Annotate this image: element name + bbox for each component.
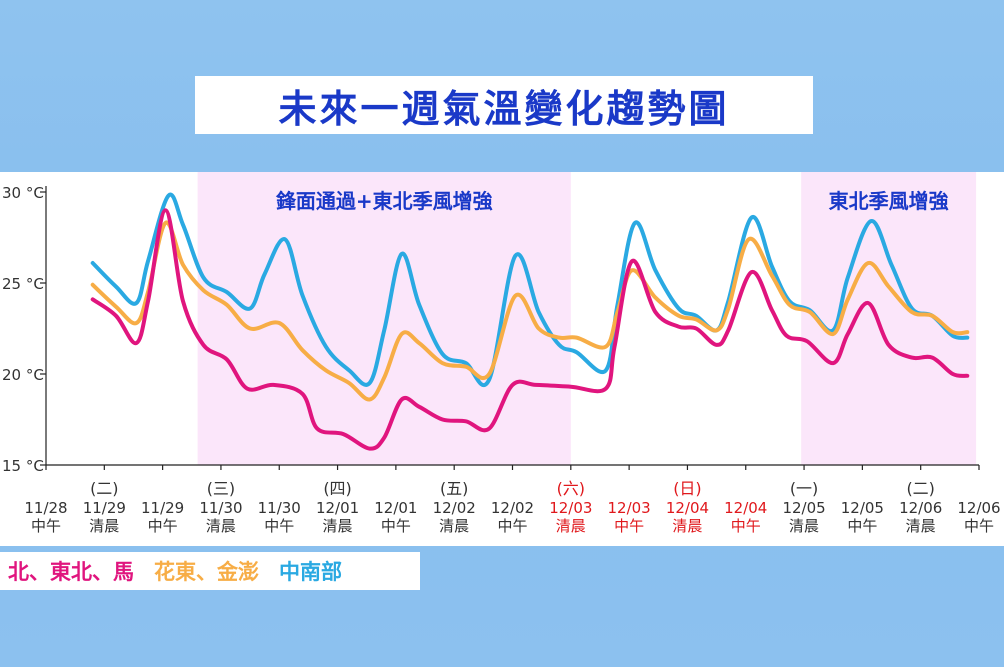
shaded-region	[801, 172, 977, 465]
x-tick-date: 11/29	[141, 499, 184, 517]
legend-item-north: 北、東北、馬	[8, 560, 134, 584]
x-tick-day: (六)	[557, 479, 586, 498]
temperature-chart: 鋒面通過+東北季風增強 東北季風增強 15 °C 20 °C 25 °C 30 °C 11/…	[2, 172, 1001, 535]
x-tick-date: 12/02	[491, 499, 534, 517]
shaded-region	[197, 172, 571, 465]
x-tick-date: 12/05	[782, 499, 825, 517]
x-tick-time: 清晨	[789, 517, 819, 535]
x-tick-time: 中午	[381, 517, 411, 535]
x-tick-time: 中午	[731, 517, 761, 535]
x-tick-time: 中午	[148, 517, 178, 535]
x-tick-day: (五)	[440, 479, 469, 498]
x-tick-time: 中午	[847, 517, 877, 535]
x-tick-time: 中午	[31, 517, 61, 535]
y-tick-label: 15 °C	[2, 457, 44, 475]
x-tick-time: 中午	[264, 517, 294, 535]
x-tick-date: 12/04	[666, 499, 709, 517]
y-tick-label: 25 °C	[2, 275, 44, 293]
x-tick-time: 中午	[614, 517, 644, 535]
chart-title: 未來一週氣溫變化趨勢圖	[278, 86, 730, 131]
chart-panel: 鋒面通過+東北季風增強 東北季風增強 15 °C 20 °C 25 °C 30 °C 11/…	[0, 172, 1004, 546]
x-tick-time: 清晨	[906, 517, 936, 535]
series-line	[90, 220, 970, 402]
legend-item-central-south: 中南部	[279, 560, 342, 584]
x-tick-date: 12/03	[608, 499, 651, 517]
x-tick-date: 12/01	[316, 499, 359, 517]
region-label: 鋒面通過+東北季風增強	[275, 189, 493, 213]
x-tick-time: 清晨	[323, 517, 353, 535]
x-tick-time: 清晨	[556, 517, 586, 535]
x-tick-time: 清晨	[89, 517, 119, 535]
series-line	[90, 208, 970, 451]
x-tick-day: (二)	[906, 479, 935, 498]
x-tick-time: 中午	[964, 517, 994, 535]
legend: 北、東北、馬 花東、金澎 中南部	[0, 552, 420, 590]
x-tick-time: 清晨	[206, 517, 236, 535]
x-tick-date: 11/28	[24, 499, 67, 517]
x-tick-date: 12/06	[899, 499, 942, 517]
x-tick-date: 12/04	[724, 499, 767, 517]
legend-item-east: 花東、金澎	[154, 560, 259, 584]
x-tick-date: 11/30	[258, 499, 301, 517]
y-tick-label: 30 °C	[2, 184, 44, 202]
y-tick-label: 20 °C	[2, 366, 44, 384]
x-tick-date: 11/29	[83, 499, 126, 517]
x-tick-time: 清晨	[672, 517, 702, 535]
x-tick-day: (三)	[207, 479, 236, 498]
x-tick-date: 12/01	[374, 499, 417, 517]
x-tick-date: 12/05	[841, 499, 884, 517]
x-tick-date: 12/06	[957, 499, 1000, 517]
title-box: 未來一週氣溫變化趨勢圖	[195, 76, 813, 134]
x-tick-time: 清晨	[439, 517, 469, 535]
x-tick-day: (二)	[90, 479, 119, 498]
x-tick-day: (一)	[790, 479, 819, 498]
x-tick-date: 11/30	[199, 499, 242, 517]
x-tick-time: 中午	[497, 517, 527, 535]
x-tick-day: (四)	[323, 479, 352, 498]
x-tick-day: (日)	[673, 479, 702, 498]
x-tick-date: 12/02	[433, 499, 476, 517]
x-tick-date: 12/03	[549, 499, 592, 517]
region-label: 東北季風增強	[829, 189, 949, 213]
